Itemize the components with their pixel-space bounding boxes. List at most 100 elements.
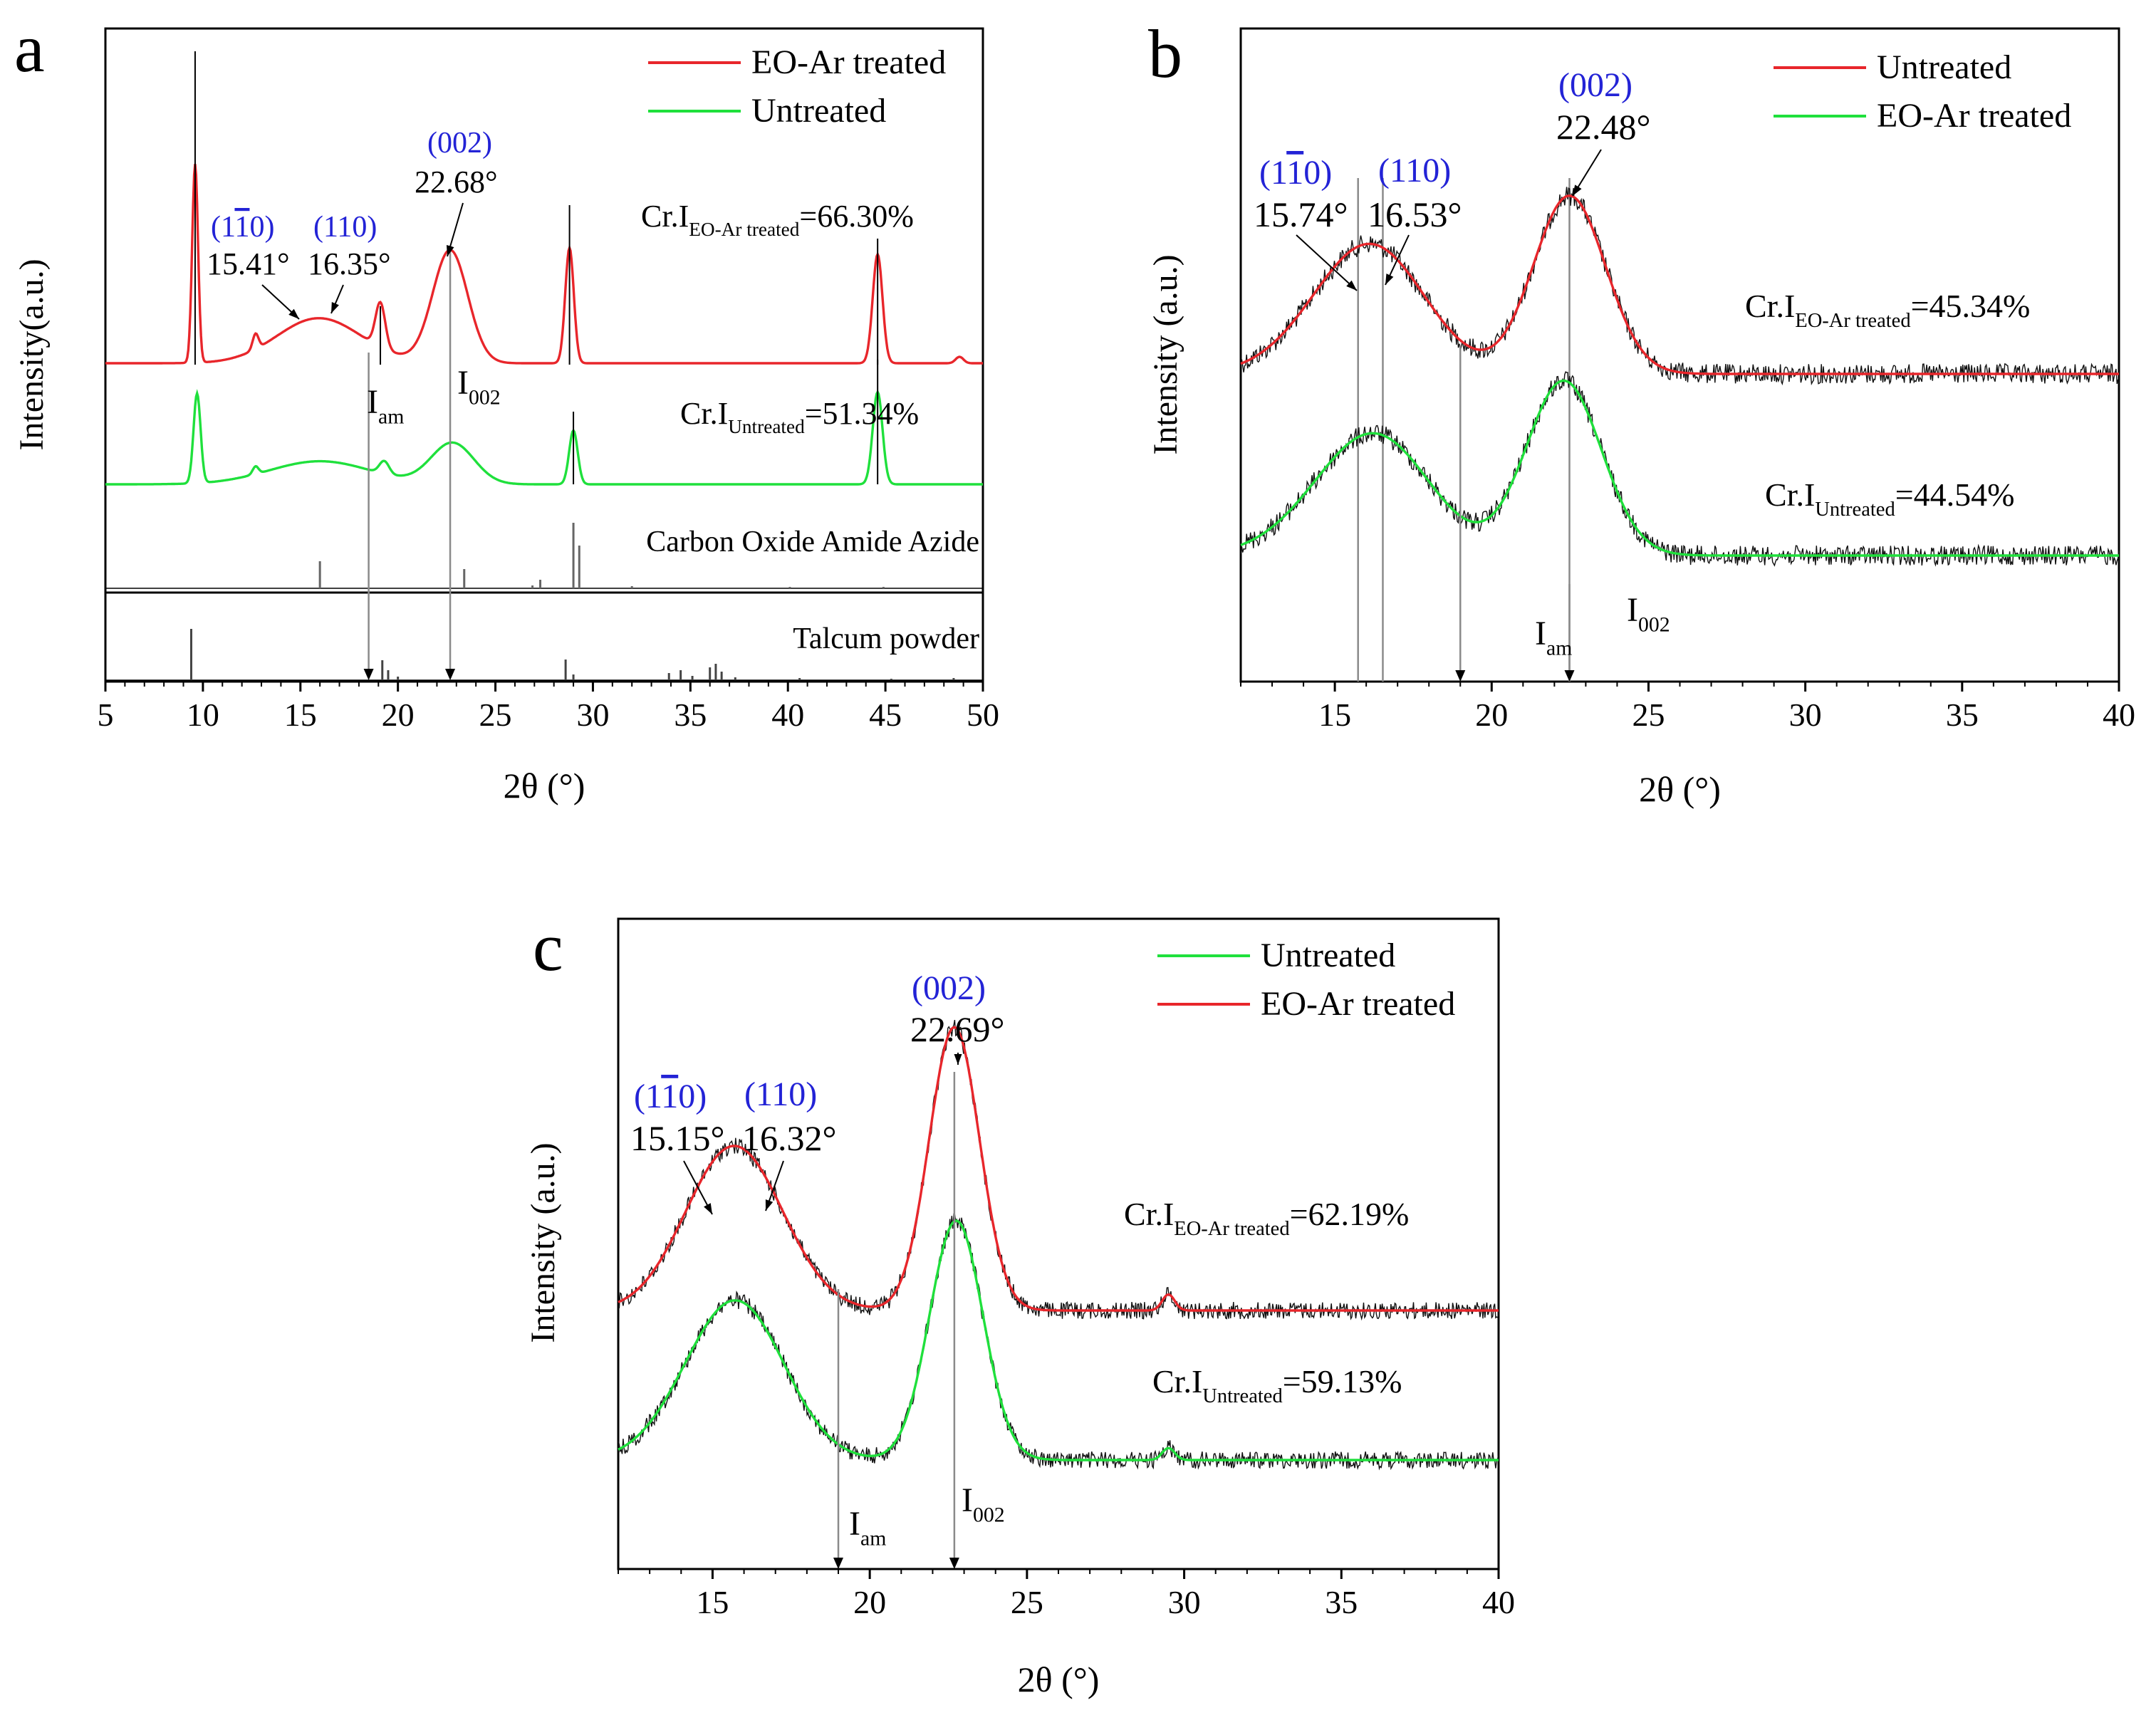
x-tick-label: 40 (2103, 697, 2135, 733)
marker-i002-line-head (1564, 670, 1575, 682)
marker-i002-label-part: I (457, 364, 469, 402)
angle-110-a: 16.35° (308, 246, 391, 281)
marker-i002-line-head (949, 1558, 959, 1569)
cri-untreated-c-part: Untreated (1202, 1385, 1282, 1407)
panel-label-b: b (1148, 16, 1182, 92)
x-tick-label: 20 (382, 697, 415, 733)
ref-label-carbon: Carbon Oxide Amide Azide (646, 526, 979, 558)
miller-002-a: (002) (427, 127, 492, 160)
x-tick-label: 10 (187, 697, 219, 733)
panel-a-frame (104, 27, 984, 683)
marker-i002-label-part: I (962, 1481, 973, 1519)
marker-iam-line-head (833, 1558, 843, 1569)
pointer-110-b-head (1385, 273, 1394, 285)
series-noise-untreated (618, 1213, 1499, 1471)
panel-label-c: c (533, 909, 563, 985)
marker-i002-label-part: 002 (469, 385, 501, 409)
cri-eo-a-part: =66.30% (799, 199, 913, 234)
x-tick-label: 35 (1325, 1584, 1358, 1620)
series-noise-untreated (1240, 187, 2120, 386)
marker-iam-label-part: I (1535, 615, 1546, 652)
pointer-110-c-head (765, 1199, 774, 1211)
pointer-002-b-head (1573, 184, 1582, 196)
marker-i002-label-part: 002 (1638, 613, 1670, 636)
angle-002-b: 22.48° (1556, 107, 1651, 147)
x-axis-label-c: 2θ (°) (1018, 1659, 1100, 1699)
angle-1-10-a: 15.41° (207, 246, 290, 281)
series-line-untreated (618, 1219, 1499, 1461)
legend-label: EO-Ar treated (751, 43, 946, 81)
ref-label-talcum: Talcum powder (793, 622, 979, 655)
angle-1-10-c: 15.15° (630, 1118, 725, 1158)
cri-eo-a: Cr.IEO-Ar treated=66.30% (641, 199, 914, 240)
miller-110-a: (110) (313, 211, 377, 244)
x-tick-label: 30 (576, 697, 609, 733)
cri-eo-c-part: Cr.I (1124, 1196, 1174, 1232)
miller-1-10-b: (110) (1259, 154, 1332, 192)
x-tick-label: 15 (1318, 697, 1351, 733)
x-tick-label: 15 (284, 697, 317, 733)
cri-untreated-c-part: Cr.I (1152, 1363, 1202, 1400)
x-tick-label: 40 (771, 697, 804, 733)
x-tick-label: 35 (674, 697, 707, 733)
marker-i002-label-part: I (1627, 591, 1638, 629)
series-line-untreated (1240, 194, 2119, 375)
legend-label: Untreated (1261, 937, 1395, 974)
marker-iam-label: Iam (367, 383, 404, 428)
miller-1-10-b-tail: 0) (1303, 154, 1332, 192)
pointer-002-a-head (446, 245, 454, 256)
marker-iam-label-part: I (367, 383, 378, 421)
cri-eo-b-part: Cr.I (1745, 288, 1795, 324)
x-tick-label: 20 (1475, 697, 1508, 733)
miller-110-b: (110) (1378, 152, 1451, 189)
cri-untreated-a-part: =51.34% (805, 396, 919, 431)
cri-untreated-b-part: =44.54% (1895, 476, 2015, 513)
marker-iam-label: Iam (1535, 615, 1572, 660)
x-axis-label-a: 2θ (°) (504, 766, 585, 806)
marker-i002-label-part: 002 (973, 1503, 1005, 1526)
pointer-002-c-head (954, 1053, 962, 1065)
x-tick-label: 25 (1632, 697, 1665, 733)
angle-110-c: 16.32° (742, 1118, 837, 1158)
cri-untreated-a-part: Untreated (728, 416, 805, 437)
cri-eo-c-part: EO-Ar treated (1174, 1218, 1289, 1240)
miller-1-10-a-bar: 1 (234, 211, 249, 244)
cri-untreated-a-part: Cr.I (680, 396, 728, 431)
x-axis-label-b: 2θ (°) (1639, 769, 1721, 809)
miller-002-b: (002) (1558, 66, 1632, 104)
x-tick-label: 30 (1168, 1584, 1201, 1620)
series-line-eo-ar-treated (105, 164, 983, 365)
marker-i002-label: I002 (962, 1481, 1005, 1526)
marker-iam-label-part: am (378, 405, 404, 428)
pointer-110-a-head (331, 302, 339, 313)
legend-label: Untreated (751, 92, 886, 130)
miller-1-10-c-miller: (1 (634, 1078, 661, 1115)
marker-iam-label-part: am (1546, 636, 1572, 660)
x-tick-label: 35 (1946, 697, 1979, 733)
panel-label-a: a (14, 10, 45, 86)
legend-label: Untreated (1877, 48, 2011, 86)
x-tick-label: 40 (1482, 1584, 1515, 1620)
x-tick-label: 25 (479, 697, 512, 733)
miller-1-10-a: (110) (211, 211, 274, 244)
marker-iam-line-head (1455, 670, 1466, 682)
miller-1-10-c-bar: 1 (661, 1078, 678, 1115)
x-tick-label: 20 (853, 1584, 886, 1620)
cri-untreated-b-part: Cr.I (1765, 476, 1815, 513)
legend-label: EO-Ar treated (1877, 97, 2071, 135)
x-tick-label: 5 (98, 697, 114, 733)
x-tick-label: 45 (869, 697, 902, 733)
x-tick-label: 50 (967, 697, 999, 733)
y-axis-label: Intensity (a.u.) (524, 1142, 562, 1343)
angle-110-b: 16.53° (1368, 194, 1462, 234)
cri-eo-c: Cr.IEO-Ar treated=62.19% (1124, 1196, 1409, 1240)
cri-eo-b: Cr.IEO-Ar treated=45.34% (1745, 288, 2030, 332)
series-line-untreated (105, 389, 983, 486)
cri-eo-b-part: =45.34% (1911, 288, 2031, 324)
miller-002-c: (002) (912, 969, 986, 1007)
marker-iam-label: Iam (849, 1505, 886, 1550)
marker-i002-label: I002 (1627, 591, 1670, 636)
miller-1-10-c-tail: 0) (678, 1078, 707, 1115)
angle-1-10-b: 15.74° (1254, 194, 1348, 234)
miller-1-10-a-miller: (1 (211, 211, 234, 244)
